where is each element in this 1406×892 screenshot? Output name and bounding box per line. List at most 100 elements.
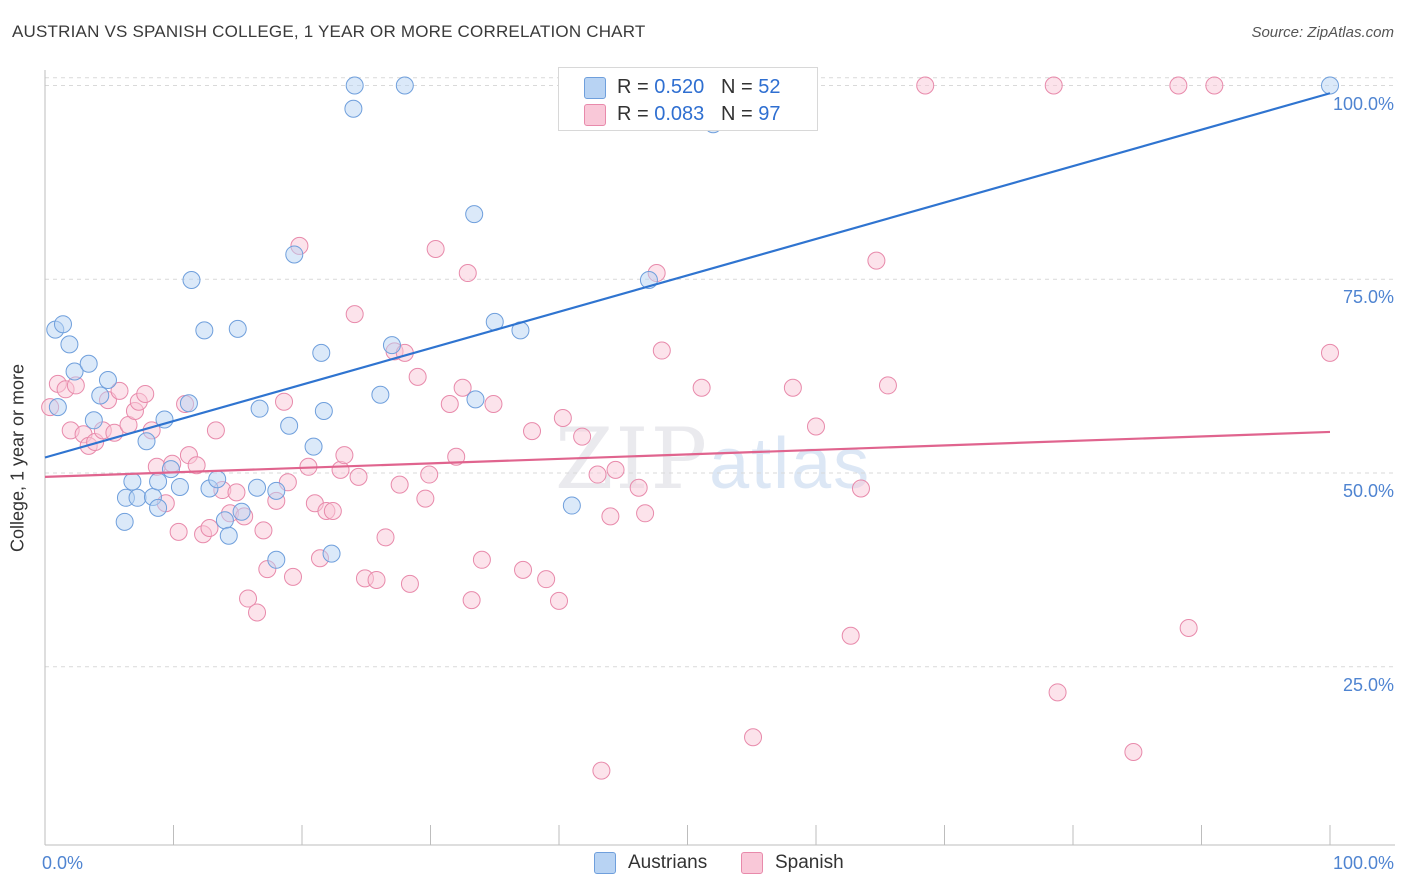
data-point-spanish xyxy=(408,367,427,386)
data-point-austrians xyxy=(228,319,247,338)
data-point-spanish xyxy=(376,528,395,547)
stats-box: R = 0.520 N = 52 R = 0.083 N = 97 xyxy=(558,67,818,131)
data-point-spanish xyxy=(592,761,611,780)
data-point-austrians xyxy=(123,472,142,491)
data-point-austrians xyxy=(79,354,98,373)
data-point-spanish xyxy=(345,305,364,324)
data-point-spanish xyxy=(420,465,439,484)
data-point-austrians xyxy=(128,488,147,507)
data-point-spanish xyxy=(426,240,445,259)
data-point-austrians xyxy=(48,398,67,417)
data-point-spanish xyxy=(200,519,219,538)
data-point-austrians xyxy=(395,76,414,95)
legend: Austrians Spanish xyxy=(0,852,1406,880)
y-tick-label: 25.0% xyxy=(1342,674,1394,695)
data-point-spanish xyxy=(169,522,188,541)
data-point-spanish xyxy=(606,460,625,479)
axis-layer xyxy=(44,70,1395,846)
data-point-austrians xyxy=(91,386,110,405)
data-point-austrians xyxy=(312,343,331,362)
data-point-austrians xyxy=(60,335,79,354)
chart-title: AUSTRIAN VS SPANISH COLLEGE, 1 YEAR OR M… xyxy=(12,22,646,41)
data-point-austrians xyxy=(170,477,189,496)
data-point-spanish xyxy=(1179,619,1198,637)
data-point-austrians xyxy=(115,512,134,531)
data-point-spanish xyxy=(1321,343,1339,362)
data-point-austrians xyxy=(149,498,168,517)
data-point-austrians xyxy=(137,432,156,451)
data-point-spanish xyxy=(514,560,533,579)
data-point-spanish xyxy=(851,479,870,498)
data-point-spanish xyxy=(652,341,671,360)
data-point-spanish xyxy=(1124,743,1143,761)
data-point-austrians xyxy=(344,99,363,118)
data-point-spanish xyxy=(323,501,342,520)
data-point-austrians xyxy=(322,544,341,563)
data-point-spanish xyxy=(878,376,897,395)
data-point-spanish xyxy=(440,395,459,414)
data-point-austrians xyxy=(382,336,401,355)
stats-n-value: 97 xyxy=(758,102,781,125)
data-point-austrians xyxy=(371,385,390,404)
data-point-spanish xyxy=(1205,76,1224,95)
data-point-spanish xyxy=(349,467,368,486)
data-point-spanish xyxy=(390,475,409,494)
data-point-spanish xyxy=(367,570,386,589)
data-point-spanish xyxy=(867,251,886,270)
legend-swatch-austrians xyxy=(594,852,616,874)
data-point-spanish xyxy=(458,264,477,283)
stats-swatch-austrians xyxy=(584,77,606,99)
data-point-austrians xyxy=(232,502,251,521)
data-point-austrians xyxy=(149,472,168,491)
data-point-spanish xyxy=(1169,76,1188,95)
data-point-austrians xyxy=(1321,76,1339,95)
data-point-spanish xyxy=(248,603,267,622)
data-point-spanish xyxy=(400,574,419,593)
data-point-spanish xyxy=(239,589,258,608)
data-point-spanish xyxy=(841,626,860,645)
x-tick-label-max: 100.0% xyxy=(1332,853,1394,873)
data-point-austrians xyxy=(267,481,286,500)
data-point-spanish xyxy=(550,591,568,610)
y-tick-label: 50.0% xyxy=(1342,481,1394,501)
stats-n-label: N = xyxy=(720,102,759,125)
stats-n-label: N = xyxy=(720,75,759,98)
data-point-austrians xyxy=(314,402,333,420)
data-point-spanish xyxy=(601,507,620,526)
x-tick-label-min: 0.0% xyxy=(42,853,84,873)
data-point-austrians xyxy=(267,550,286,569)
data-point-spanish xyxy=(254,521,273,540)
data-point-austrians xyxy=(208,470,227,489)
stats-swatch-spanish xyxy=(584,104,606,126)
data-point-spanish xyxy=(783,378,802,397)
trend-line-spanish xyxy=(44,430,1331,478)
data-point-austrians xyxy=(195,321,214,340)
data-point-spanish xyxy=(484,395,503,414)
data-point-spanish xyxy=(275,392,294,411)
data-point-spanish xyxy=(537,570,556,589)
trend-layer xyxy=(44,92,1331,478)
data-point-spanish xyxy=(335,446,354,465)
data-point-austrians xyxy=(466,390,485,409)
data-point-austrians xyxy=(345,76,364,95)
data-point-spanish xyxy=(206,421,225,440)
data-point-spanish xyxy=(453,378,472,397)
data-point-spanish xyxy=(629,478,648,497)
data-point-austrians xyxy=(248,478,267,497)
stats-n-value: 52 xyxy=(758,75,781,98)
data-point-spanish xyxy=(331,460,350,479)
y-axis-title: College, 1 year or more xyxy=(7,363,28,553)
chart-source: Source: ZipAtlas.com xyxy=(1251,24,1394,41)
legend-item-austrians: Austrians xyxy=(594,852,707,874)
data-point-austrians xyxy=(84,411,103,430)
data-point-spanish xyxy=(553,408,572,427)
y-tick-label: 100.0% xyxy=(1332,93,1394,114)
data-point-spanish xyxy=(573,427,592,446)
data-point-spanish xyxy=(636,504,655,523)
stats-r-value: 0.083 xyxy=(654,102,705,125)
data-point-austrians xyxy=(53,315,72,334)
data-point-spanish xyxy=(523,422,542,441)
trend-line-austrians xyxy=(44,92,1331,459)
data-point-spanish xyxy=(227,483,246,502)
data-point-spanish xyxy=(1048,683,1067,702)
